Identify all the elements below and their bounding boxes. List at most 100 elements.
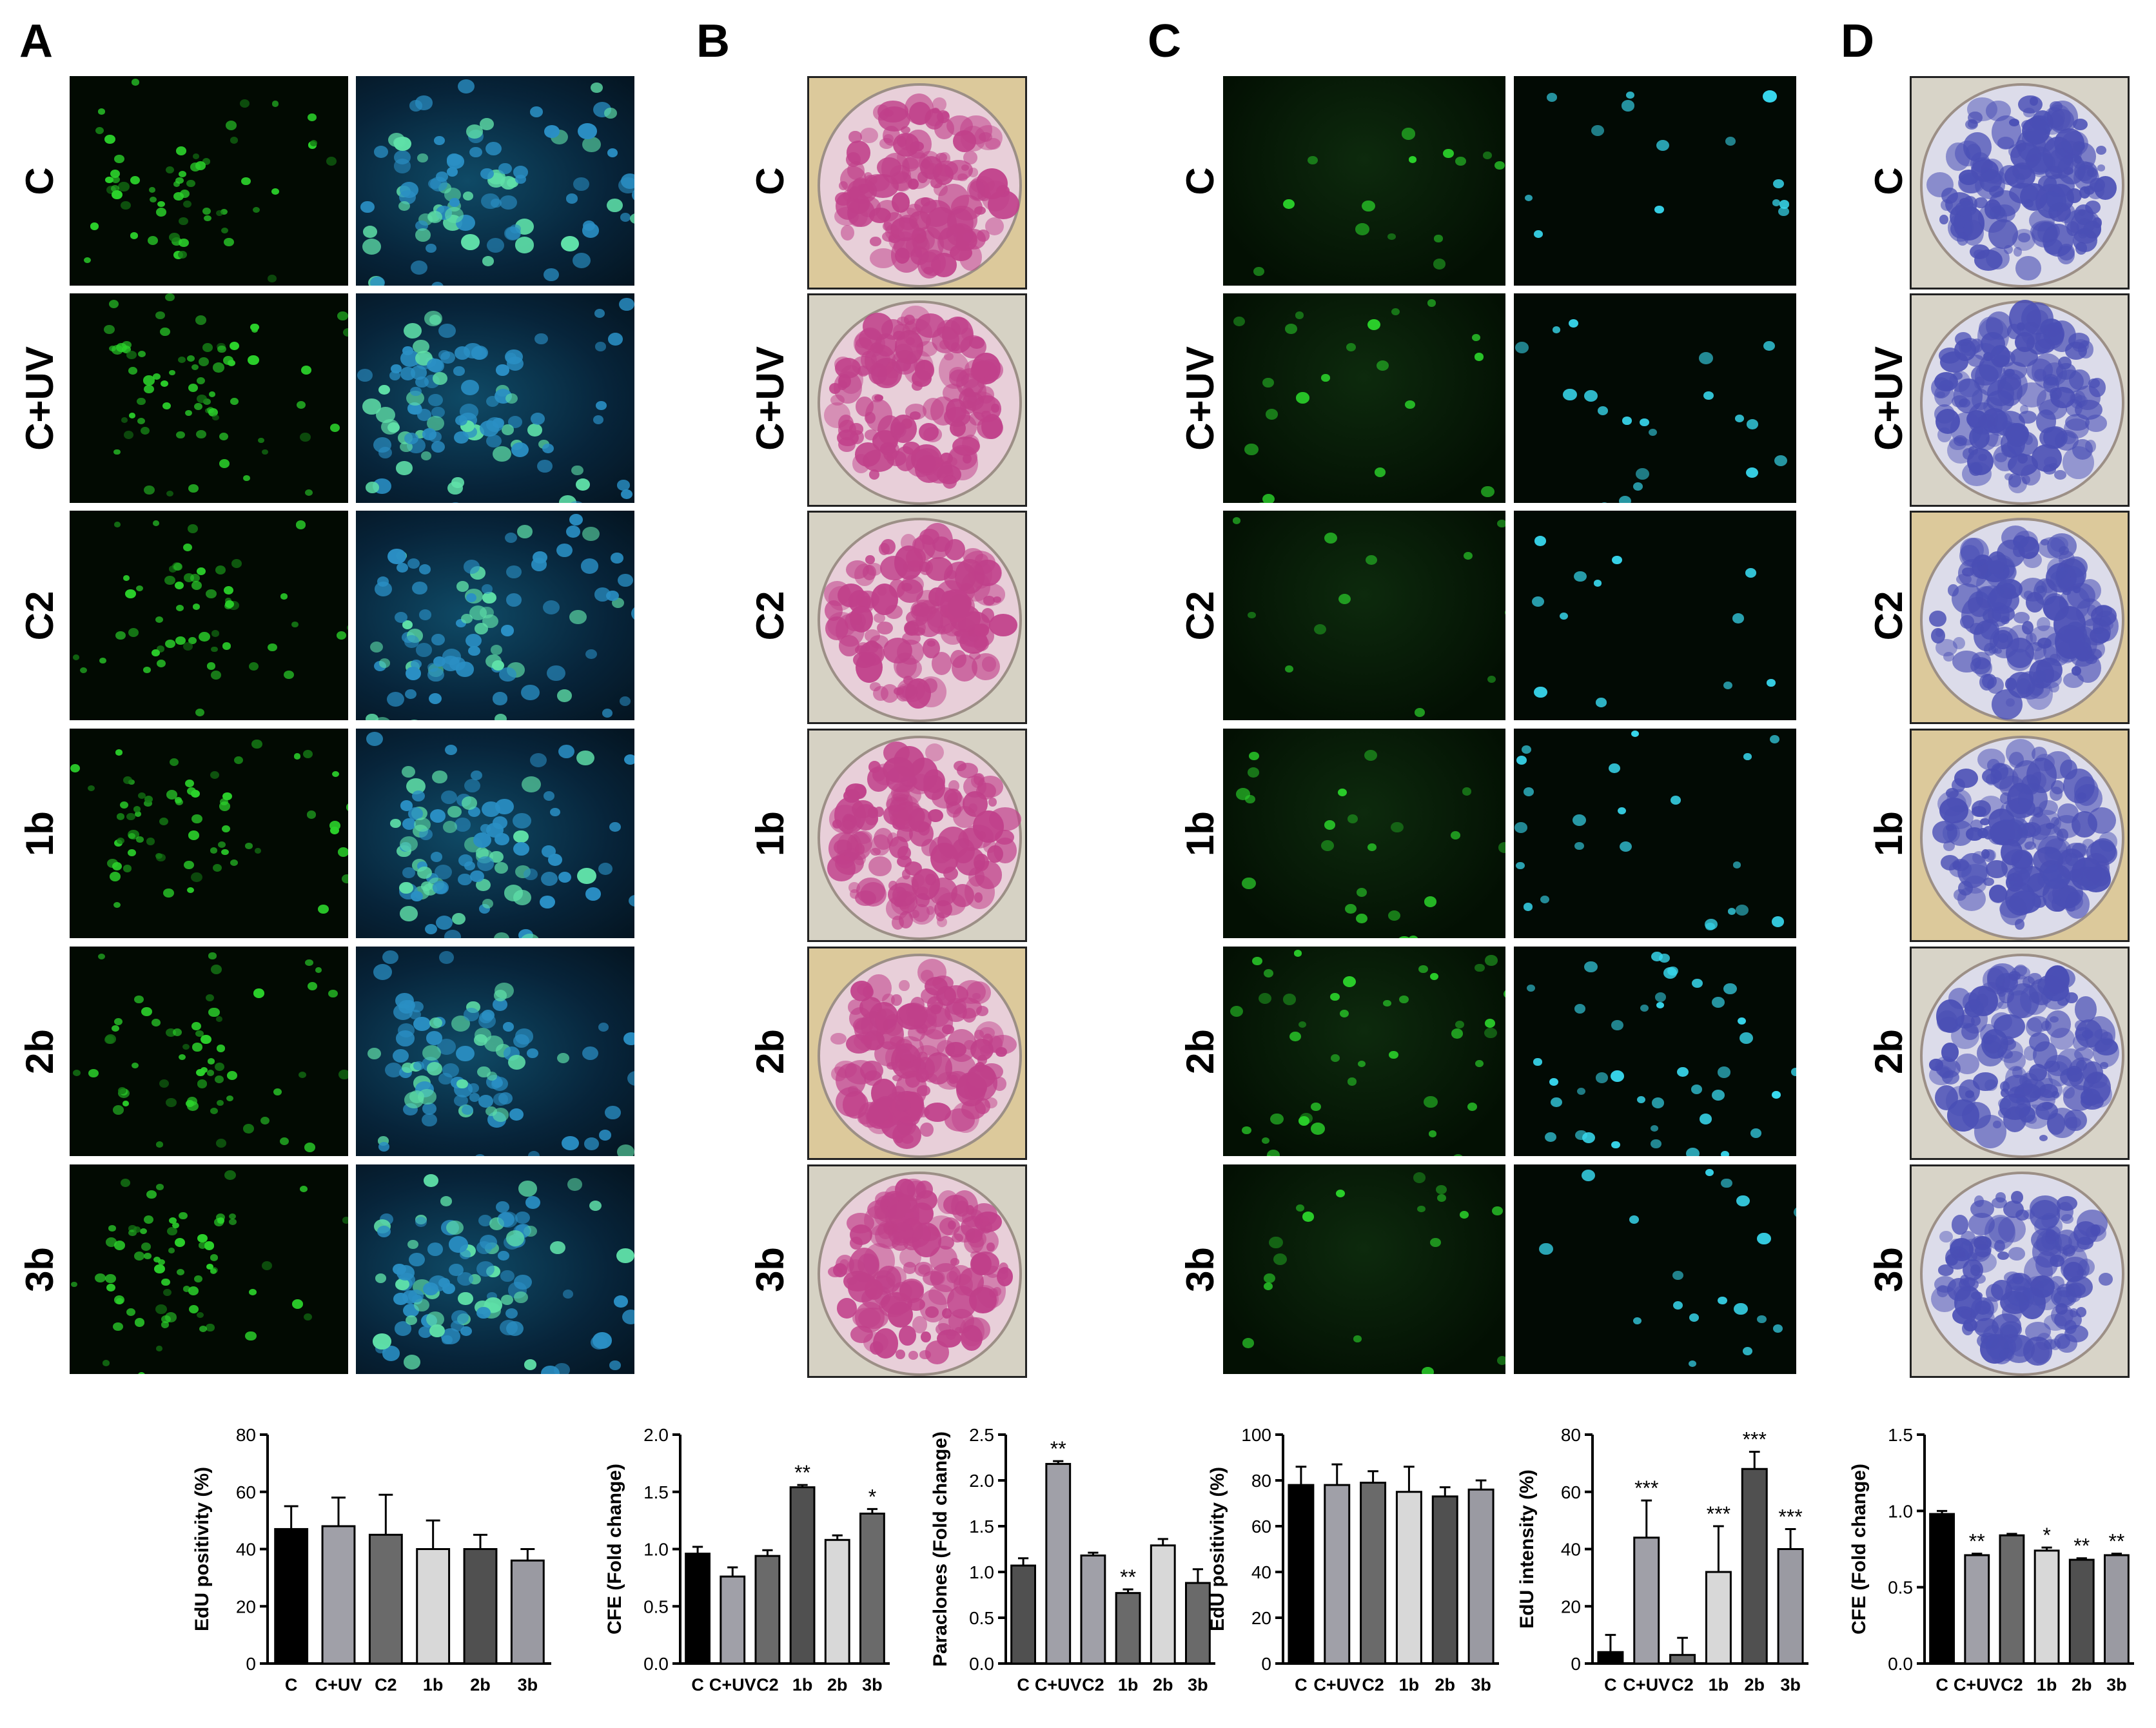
y-axis-label: CFE (Fold change) [604,1464,625,1635]
row-label-a: 2b [18,1028,61,1074]
bar [1288,1484,1315,1665]
bar [1999,1534,2025,1665]
dapi-image-a [356,729,634,938]
x-tick-label: 1b [2037,1675,2057,1694]
colony-dish-d [1910,293,2130,507]
dapi-image-c [1514,1164,1796,1374]
bar [1150,1544,1176,1665]
x-tick-label: 1b [1709,1675,1729,1694]
row-label-c: 3b [1179,1246,1222,1292]
significance-marker: ** [2108,1530,2124,1553]
x-tick-label: 3b [1188,1675,1208,1694]
x-tick-label: C [1604,1675,1617,1694]
panel-letter-b: B [696,15,730,67]
x-tick-label: C [1295,1675,1308,1694]
y-tick-label: 1.0 [643,1540,669,1560]
colony-dish-b-plate [818,1172,1022,1376]
y-tick-label: 0.5 [969,1608,994,1628]
bar [368,1533,403,1665]
bar [1929,1513,1955,1665]
colony-dish-d [1910,947,2130,1160]
colony-dish-b-plate [818,518,1022,722]
colony-dish-b [807,1164,1027,1378]
colony-dish-d-plate [1920,954,2124,1158]
x-tick-label: C [285,1675,298,1694]
x-tick-label: 3b [1471,1675,1491,1694]
bar [1360,1482,1387,1665]
bar [859,1512,885,1665]
y-tick-label: 60 [236,1482,256,1502]
x-tick-label: C [1017,1675,1030,1694]
row-label-b: C2 [749,591,792,640]
y-tick-label: 40 [236,1540,256,1560]
x-tick-label: C+UV [1954,1675,2001,1694]
colony-dish-b [807,293,1027,507]
significance-marker: *** [1778,1505,1802,1528]
row-label-a: C2 [18,591,61,640]
bar [1741,1468,1768,1665]
bar-chart-c1: 0 20 40 60 80 100 EdU positivity (%) C C+UV C2 1b 2… [1207,1425,1499,1694]
edu-image-c [1223,76,1505,286]
row-label-b: C [749,166,792,195]
bar [754,1555,781,1665]
bar [2104,1554,2130,1665]
x-tick-label: C+UV [315,1675,362,1694]
colony-dish-d-plate [1920,736,2124,940]
edu-image-c [1223,729,1505,938]
y-tick-label: 2.0 [643,1425,669,1445]
dapi-image-c [1514,511,1796,720]
y-tick-label: 60 [1251,1517,1271,1537]
bar [1045,1462,1072,1665]
bar [1431,1495,1458,1665]
y-axis-label: CFE (Fold change) [1848,1464,1870,1635]
significance-marker: ** [2073,1535,2090,1558]
significance-marker: *** [1634,1477,1658,1500]
y-tick-label: 1.0 [1888,1501,1913,1521]
dapi-image-c [1514,293,1796,503]
dapi-image-a [356,76,634,286]
row-label-b: C+UV [749,346,792,451]
bar [510,1559,545,1665]
dapi-image-a [356,293,634,503]
y-tick-label: 2.5 [969,1425,994,1445]
bar [2068,1558,2095,1665]
x-tick-label: 3b [1780,1675,1801,1694]
bar [1115,1592,1141,1665]
y-tick-label: 80 [1251,1471,1271,1491]
x-tick-label: C2 [2001,1675,2023,1694]
x-tick-label: C+UV [1313,1675,1360,1694]
y-tick-label: 2.0 [969,1471,994,1491]
panel-letter-c: C [1148,15,1181,67]
significance-marker: *** [1707,1502,1730,1526]
row-label-b: 2b [749,1028,792,1074]
edu-image-c [1223,947,1505,1156]
edu-image-c [1223,511,1505,720]
y-axis-label: EdU positivity (%) [1207,1467,1228,1631]
x-tick-label: 2b [1153,1675,1173,1694]
colony-dish-d-plate [1920,300,2124,505]
y-tick-label: 20 [236,1596,256,1616]
bar-chart-b1: 0.0 0.5 1.0 1.5 2.0 CFE (Fold change) C C+UV C2 *… [604,1425,890,1694]
y-tick-label: 100 [1241,1425,1271,1445]
y-tick-label: 0.0 [969,1654,994,1674]
x-tick-label: 1b [792,1675,813,1694]
row-label-b: 1b [749,810,792,856]
bar [1964,1554,1990,1665]
colony-dish-d [1910,729,2130,942]
edu-image-a [70,729,348,938]
bar [463,1548,498,1665]
y-tick-label: 1.5 [1888,1425,1913,1445]
x-tick-label: C+UV [1035,1675,1082,1694]
bar [685,1553,711,1665]
y-tick-label: 0 [1571,1654,1581,1674]
panel-letter-d: D [1841,15,1874,67]
x-tick-label: C2 [375,1675,397,1694]
edu-image-c [1223,1164,1505,1374]
y-tick-label: 0.0 [643,1654,669,1674]
significance-marker: *** [1743,1428,1767,1451]
x-tick-label: 2b [470,1675,491,1694]
dapi-image-c [1514,947,1796,1156]
y-tick-label: 40 [1561,1540,1581,1560]
bar [789,1486,816,1665]
x-tick-label: 2b [827,1675,848,1694]
